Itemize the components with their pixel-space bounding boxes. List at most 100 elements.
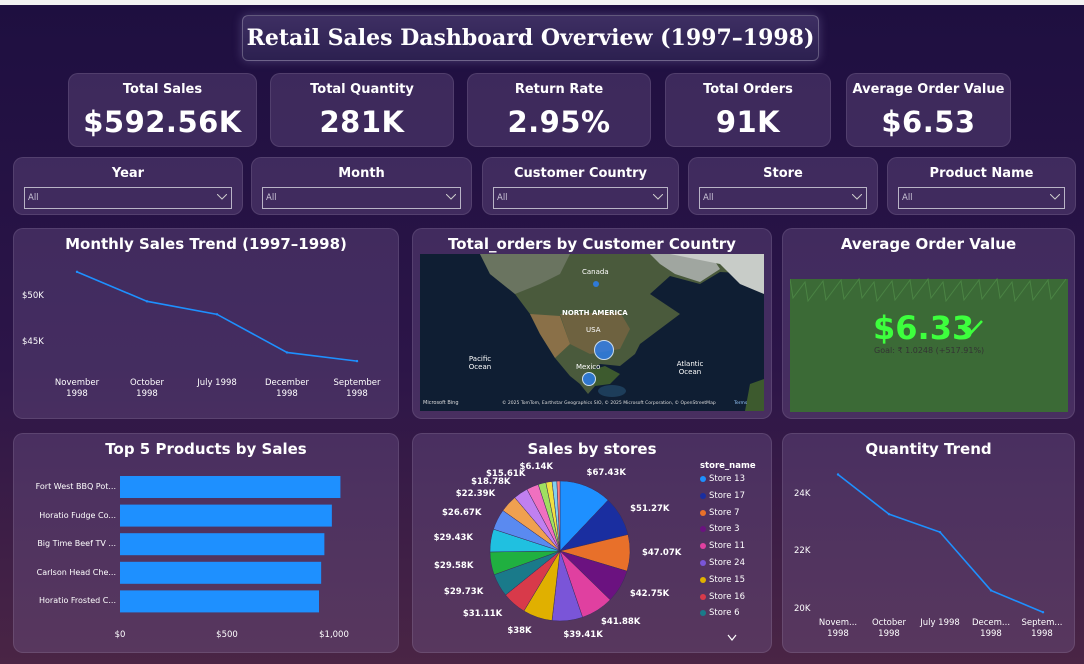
panel-title: Total_orders by Customer Country: [448, 235, 736, 253]
product-bar[interactable]: [120, 504, 332, 527]
mexico-bubble[interactable]: [582, 372, 596, 386]
product-bar[interactable]: [120, 590, 320, 613]
data-point[interactable]: [145, 300, 149, 303]
canada-bubble[interactable]: [593, 281, 599, 287]
sales-by-stores-panel[interactable]: Sales by stores $67.43K $51.27K $47.07K $42…: [412, 433, 772, 653]
map-label-atlantic: Atlantic Ocean: [676, 360, 704, 376]
data-point[interactable]: [989, 589, 993, 592]
kpi-value: $6.53: [881, 105, 976, 139]
legend-scroll-down-icon[interactable]: [727, 634, 737, 641]
checkmark-icon: [961, 320, 983, 337]
panel-title: Quantity Trend: [865, 440, 992, 458]
top-products-panel[interactable]: Top 5 Products by Sales Fort West BBQ Po…: [13, 433, 399, 653]
legend-label: Store 16: [709, 591, 745, 602]
kpi-value: 2.95%: [507, 105, 611, 139]
kpi-value: 91K: [715, 105, 781, 139]
month-dropdown[interactable]: All: [262, 187, 461, 209]
kpi-value: 281K: [319, 105, 405, 139]
legend-item[interactable]: Store 13: [700, 474, 745, 484]
map-copyright: © 2025 TomTom, Earthstar Geographics SIO…: [502, 401, 716, 406]
legend-item[interactable]: Store 11: [700, 541, 745, 551]
map-label-mexico: Mexico: [576, 363, 601, 371]
x-tick-label: Septem... 1998: [1021, 618, 1063, 639]
data-point[interactable]: [355, 359, 359, 363]
map-label-pacific: Pacific Ocean: [468, 355, 492, 371]
pie-data-label: $18.78K: [471, 476, 511, 487]
dropdown-value: All: [266, 193, 277, 203]
legend-item[interactable]: Store 3: [700, 524, 740, 534]
slicer-month: Month All: [251, 157, 472, 215]
map-label-canada: Canada: [582, 268, 609, 276]
legend-item[interactable]: Store 6: [700, 608, 740, 618]
legend-item[interactable]: Store 15: [700, 575, 745, 585]
x-tick-label: $1,000: [319, 630, 349, 640]
slicer-label: Product Name: [929, 166, 1034, 181]
usa-bubble[interactable]: [594, 340, 614, 360]
chevron-down-icon: [217, 194, 227, 200]
pie-data-label: $67.43K: [586, 467, 626, 478]
data-point[interactable]: [1041, 611, 1045, 614]
year-dropdown[interactable]: All: [24, 187, 232, 209]
data-point[interactable]: [836, 473, 840, 476]
legend-label: Store 17: [709, 490, 745, 501]
legend-item[interactable]: Store 7: [700, 508, 740, 518]
store-dropdown[interactable]: All: [699, 187, 867, 209]
data-point[interactable]: [887, 512, 891, 516]
data-point[interactable]: [285, 351, 289, 354]
panel-title: Sales by stores: [527, 440, 657, 458]
x-tick-label: July 1998: [920, 618, 960, 628]
kpi-average-order-value: Average Order Value $6.53: [846, 73, 1011, 147]
pie-slice[interactable]: [556, 480, 561, 552]
pie-legend: Store 13 Store 17 Store 7 Store 3 Store 11 St…: [700, 474, 770, 624]
legend-label: Store 24: [709, 558, 745, 568]
monthly-sales-trend-panel[interactable]: Monthly Sales Trend (1997–1998) $50K $45…: [13, 228, 399, 419]
pie-data-label: $41.88K: [601, 617, 641, 627]
quantity-line-chart: [836, 473, 1045, 614]
data-point[interactable]: [75, 270, 79, 274]
legend-label: Store 6: [709, 608, 740, 619]
pie-data-label: $47.07K: [641, 548, 682, 559]
data-point[interactable]: [215, 313, 219, 316]
legend-label: Store 7: [709, 507, 740, 518]
product-bar[interactable]: [120, 476, 341, 498]
kpi-total-orders: Total Orders 91K: [665, 73, 831, 147]
sales-pie-chart: [489, 480, 631, 622]
x-tick-label: Novem... 1998: [818, 618, 858, 639]
series-line: [837, 473, 1044, 613]
aov-goal: Goal: ₹ 1.0248 (+517.91%): [874, 346, 985, 355]
legend-swatch: [700, 560, 706, 566]
aov-spark-area: [790, 277, 1068, 412]
orders-map-panel[interactable]: Total_orders by Customer Country Canada …: [412, 228, 772, 419]
legend-item[interactable]: Store 17: [700, 491, 745, 501]
slicer-label: Store: [763, 166, 803, 181]
legend-swatch: [700, 543, 706, 550]
product-bar[interactable]: [120, 561, 322, 584]
pie-data-label: $51.27K: [630, 503, 670, 514]
product-name-dropdown[interactable]: All: [898, 187, 1065, 209]
kpi-label: Average Order Value: [852, 82, 1005, 97]
pie-data-label: $39.41K: [563, 629, 603, 640]
dropdown-value: All: [902, 193, 913, 203]
quantity-trend-panel[interactable]: Quantity Trend 24K 22K 20K Novem... 1998 …: [782, 433, 1075, 653]
legend-swatch: [700, 492, 706, 499]
customer-country-dropdown[interactable]: All: [493, 187, 668, 209]
legend-swatch: [700, 509, 706, 516]
kpi-label: Total Orders: [703, 82, 793, 97]
y-tick-label: 20K: [794, 604, 811, 614]
slicer-label: Year: [111, 166, 145, 181]
legend-item[interactable]: Store 24: [700, 558, 745, 568]
x-tick-label: $0: [114, 630, 126, 640]
panel-title: Average Order Value: [840, 235, 1017, 253]
legend-swatch: [700, 593, 706, 600]
chevron-down-icon: [1050, 194, 1060, 200]
bing-logo: Microsoft Bing: [423, 400, 459, 406]
map-terms-link[interactable]: Terms: [734, 401, 748, 406]
aov-panel[interactable]: Average Order Value $6.33 Goal: ₹ 1.0248…: [782, 228, 1075, 419]
data-point[interactable]: [938, 530, 942, 534]
legend-label: Store 3: [709, 524, 740, 535]
legend-item[interactable]: Store 16: [700, 592, 745, 602]
y-tick-label: $45K: [22, 337, 44, 347]
product-bar[interactable]: [120, 533, 325, 556]
map-canvas[interactable]: Canada NORTH AMERICA USA Mexico Pacific …: [420, 254, 764, 411]
legend-swatch: [700, 610, 706, 617]
